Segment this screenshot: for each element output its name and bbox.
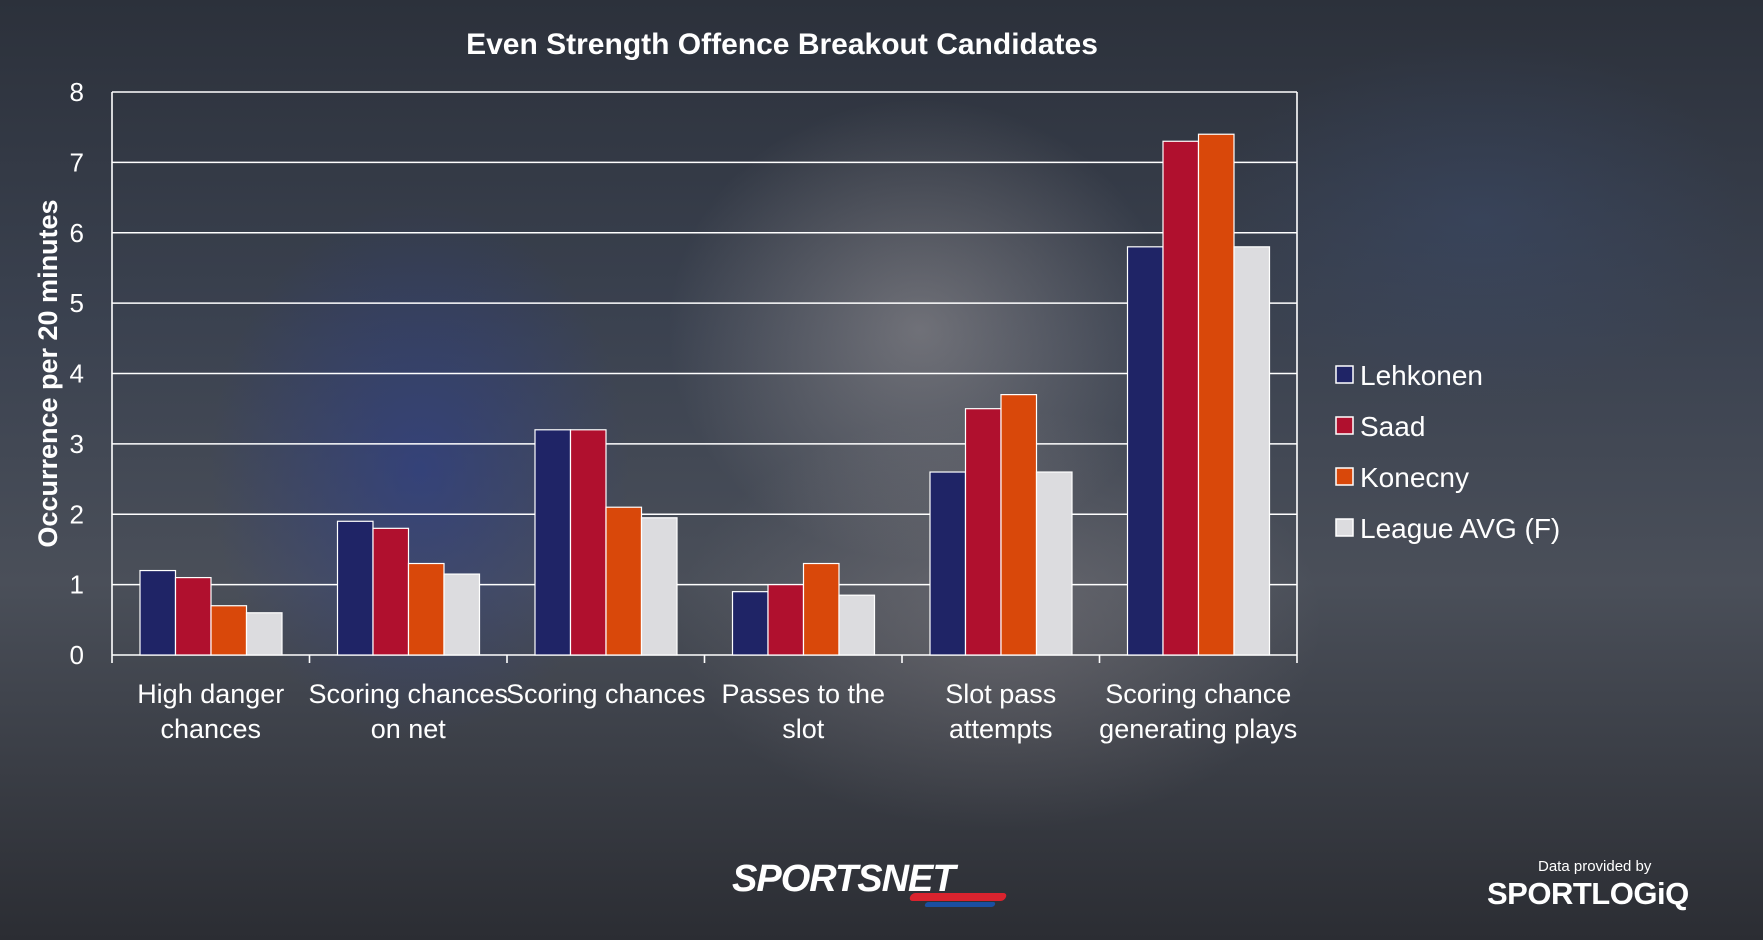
bar-lehkonen [1126,246,1164,656]
x-category-label: generating plays [1099,714,1297,744]
bar-lehkonen [336,520,374,656]
bar-lehkonen [929,471,967,656]
y-tick-label: 3 [70,429,84,459]
legend-label: Konecny [1360,462,1469,493]
bar-saad [174,576,212,656]
x-category-label: slot [782,714,825,744]
sportsnet-swoosh-icon [908,893,1008,901]
y-tick-label: 1 [70,570,84,600]
y-tick-label: 8 [70,77,84,107]
bar-league-avg-f [245,612,283,656]
x-category-label: Scoring chance [1105,679,1291,709]
y-tick-label: 0 [70,640,84,670]
sportsnet-swoosh-icon-blue [924,902,996,907]
bar-saad [372,527,410,656]
bar-saad [767,584,805,656]
bar-lehkonen [534,429,572,656]
bar-konecny [605,506,643,656]
legend-swatch [1335,416,1354,435]
legend-label: League AVG (F) [1360,513,1560,544]
bar-konecny [1197,133,1235,656]
bar-league-avg-f [1233,246,1271,656]
bar-konecny [407,562,445,656]
bar-lehkonen [731,591,769,656]
data-provided-label: Data provided by [1538,858,1652,875]
legend-swatch [1335,467,1354,486]
bar-konecny [210,605,248,656]
bar-league-avg-f [838,594,876,656]
bar-saad [964,408,1002,656]
y-tick-label: 4 [70,359,84,389]
bar-konecny [1000,394,1038,656]
y-axis-label: Occurrence per 20 minutes [33,199,63,547]
x-category-label: High danger [137,679,284,709]
x-category-label: chances [160,714,261,744]
y-tick-label: 2 [70,499,84,529]
bar-saad [1162,140,1200,656]
legend-swatch [1335,518,1354,537]
chart-title: Even Strength Offence Breakout Candidate… [466,28,1098,61]
sportlogiq-logo: SPORTLOGiQ [1487,876,1689,911]
y-tick-label: 6 [70,218,84,248]
x-category-label: Slot pass [945,679,1056,709]
bar-saad [569,429,607,656]
y-tick-label: 5 [70,288,84,318]
y-tick-label: 7 [70,147,84,177]
x-category-label: Passes to the [721,679,885,709]
legend-label: Saad [1360,411,1425,442]
x-category-label: attempts [949,714,1053,744]
bar-league-avg-f [443,573,481,656]
x-category-label: Scoring chances [506,679,706,709]
bar-lehkonen [139,569,177,656]
legend-label: Lehkonen [1360,360,1483,391]
legend-swatch [1335,365,1354,384]
bar-league-avg-f [1035,471,1073,656]
x-category-label: on net [371,714,447,744]
bar-league-avg-f [640,517,678,656]
bar-konecny [802,562,840,656]
x-category-label: Scoring chances [308,679,508,709]
